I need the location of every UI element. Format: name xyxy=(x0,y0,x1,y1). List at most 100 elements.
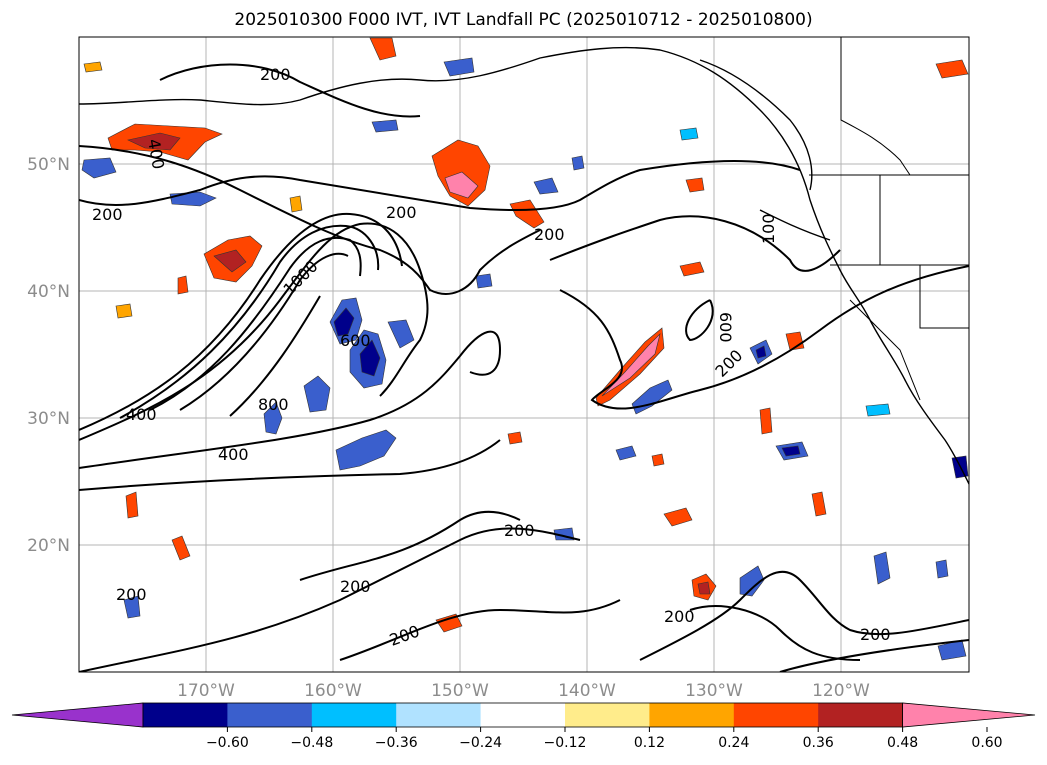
colorbar-tick-label: 0.48 xyxy=(887,735,918,751)
colorbar-segment xyxy=(396,703,482,727)
colorbar-segment xyxy=(565,703,650,727)
blob-south-1 xyxy=(663,507,693,527)
blob-9 xyxy=(615,445,637,461)
blob-small-2 xyxy=(679,261,705,277)
blob-17 xyxy=(865,403,891,417)
svg-text:200: 200 xyxy=(260,65,291,84)
svg-text:400: 400 xyxy=(218,445,249,464)
positive-anomaly-fills xyxy=(83,37,969,633)
blob-small-7 xyxy=(685,177,705,193)
colorbar-segment xyxy=(649,703,735,727)
blob-5 xyxy=(873,551,891,585)
svg-text:600: 600 xyxy=(716,312,735,343)
colorbar-tick-label: −0.60 xyxy=(206,735,249,751)
blob-4-core xyxy=(781,445,801,457)
blob-12 xyxy=(387,319,415,349)
svg-text:140°W: 140°W xyxy=(558,681,616,701)
svg-text:150°W: 150°W xyxy=(431,681,489,701)
blob-small-13 xyxy=(115,303,133,319)
blob-south-central xyxy=(335,429,397,471)
blob-13 xyxy=(935,559,949,579)
svg-text:200: 200 xyxy=(116,585,147,604)
colorbar-segment xyxy=(818,703,904,727)
blob-small-5 xyxy=(935,59,969,79)
colorbar-segment xyxy=(143,703,228,727)
svg-text:30°N: 30°N xyxy=(27,409,70,429)
blob-small-3 xyxy=(509,199,545,229)
blob-south-2 xyxy=(435,613,463,633)
svg-text:50°N: 50°N xyxy=(27,155,70,175)
blob-aleutian-core xyxy=(127,132,181,151)
blob-8 xyxy=(443,57,475,77)
map-frame xyxy=(78,36,970,673)
colorbar-tick-label: −0.36 xyxy=(375,735,418,751)
colorbar-outline xyxy=(142,702,903,728)
blob-small-4 xyxy=(369,37,397,61)
blob-small-11 xyxy=(651,453,665,467)
svg-text:400: 400 xyxy=(126,405,157,424)
blob-central-lower xyxy=(303,375,331,413)
blob-small-12 xyxy=(289,195,303,213)
blob-2 xyxy=(81,157,117,179)
coastlines xyxy=(79,46,969,485)
blob-central-core xyxy=(359,339,381,377)
longitude-tick-labels: 170°W 160°W 150°W 140°W 130°W 120°W xyxy=(177,681,870,701)
blob-16 xyxy=(571,155,585,171)
colorbar-tick-label: −0.12 xyxy=(544,735,587,751)
svg-text:40°N: 40°N xyxy=(27,282,70,302)
svg-text:200: 200 xyxy=(92,205,123,224)
blob-ar-landfall-core xyxy=(601,333,661,397)
colorbar-tick-label: −0.48 xyxy=(290,735,333,751)
colorbar-extend-low xyxy=(11,702,144,728)
colorbar-tick-labels: −0.60 −0.48 −0.36 −0.24 −0.12 0.12 0.24 0.36 0.4… xyxy=(206,727,1003,751)
map-body: 200 200 200 200 400 400 400 600 800 1000… xyxy=(79,37,969,672)
colorbar-segment xyxy=(227,703,313,727)
latitude-tick-labels: 50°N 40°N 30°N 20°N xyxy=(27,155,70,556)
blob-central-north-core xyxy=(333,307,355,337)
blob-18 xyxy=(475,273,493,289)
blob-gulf-alaska-core xyxy=(444,171,479,199)
colorbar-tick-label: 0.12 xyxy=(634,735,665,751)
svg-text:800: 800 xyxy=(258,395,289,414)
blob-west-30n xyxy=(263,401,283,435)
colorbar-tick-label: 0.60 xyxy=(971,735,1002,751)
blob-small-10 xyxy=(507,431,523,445)
blob-small-14 xyxy=(83,61,103,73)
svg-text:20°N: 20°N xyxy=(27,536,70,556)
blob-3 xyxy=(533,177,559,195)
colorbar-segment xyxy=(311,703,397,727)
blob-7 xyxy=(371,119,399,133)
svg-text:200: 200 xyxy=(860,625,891,644)
blob-11 xyxy=(679,127,699,141)
blob-sw-2 xyxy=(125,491,139,519)
colorbar xyxy=(11,702,1036,728)
blob-hawaii-nw xyxy=(739,565,765,597)
blob-15 xyxy=(123,595,141,619)
gridlines xyxy=(79,37,969,672)
colorbar-tick-label: 0.24 xyxy=(718,735,749,751)
svg-text:130°W: 130°W xyxy=(685,681,743,701)
blob-hawaii-ne-core xyxy=(697,581,711,595)
colorbar-tick-label: 0.36 xyxy=(803,735,834,751)
political-boundaries xyxy=(809,37,969,401)
svg-text:200: 200 xyxy=(534,225,565,244)
svg-text:600: 600 xyxy=(340,331,371,350)
blob-small-8 xyxy=(759,407,773,435)
colorbar-extend-high xyxy=(902,702,1036,728)
svg-text:120°W: 120°W xyxy=(812,681,870,701)
map-title: 2025010300 F000 IVT, IVT Landfall PC (20… xyxy=(234,10,813,30)
svg-text:200: 200 xyxy=(504,521,535,540)
blob-west-40n-core xyxy=(213,249,247,273)
svg-text:200: 200 xyxy=(386,203,417,222)
svg-text:100: 100 xyxy=(759,213,778,244)
svg-text:200: 200 xyxy=(664,607,695,626)
blob-small-9 xyxy=(811,491,827,517)
colorbar-segment xyxy=(480,703,566,727)
svg-text:200: 200 xyxy=(340,577,371,596)
svg-text:170°W: 170°W xyxy=(177,681,235,701)
ivt-contours xyxy=(79,63,969,672)
colorbar-tick-label: −0.24 xyxy=(459,735,502,751)
colorbar-segment xyxy=(733,703,819,727)
svg-text:160°W: 160°W xyxy=(304,681,362,701)
